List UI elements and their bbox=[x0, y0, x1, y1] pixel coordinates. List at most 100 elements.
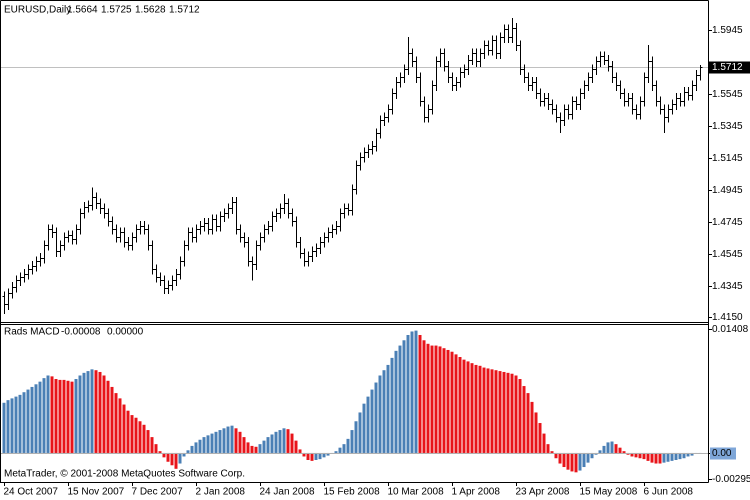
histogram-bar bbox=[426, 343, 430, 453]
x-tick-label: 23 Apr 2008 bbox=[516, 487, 570, 498]
histogram-bar bbox=[18, 394, 22, 453]
y-tick-label: 1.5145 bbox=[712, 153, 743, 164]
histogram-bar bbox=[270, 434, 274, 453]
histogram-bar bbox=[366, 396, 370, 453]
histogram-bar bbox=[62, 379, 66, 453]
histogram-bar bbox=[310, 452, 314, 461]
histogram-bar bbox=[186, 450, 190, 453]
histogram-bar bbox=[278, 430, 282, 453]
histogram-bar bbox=[166, 452, 170, 462]
y-tick-label: 1.5545 bbox=[712, 89, 743, 100]
histogram-bar bbox=[634, 452, 638, 458]
y-tick-label: 1.4545 bbox=[712, 249, 743, 260]
histogram-bar bbox=[338, 447, 342, 453]
histogram-bar bbox=[662, 452, 666, 463]
macd-readout: -0.00008 bbox=[61, 327, 101, 338]
histogram-bar bbox=[150, 437, 154, 453]
histogram-bar bbox=[26, 389, 30, 453]
histogram-bar bbox=[390, 357, 394, 453]
histogram-bar bbox=[58, 379, 62, 453]
histogram-bar bbox=[374, 382, 378, 453]
histogram-bar bbox=[522, 386, 526, 453]
histogram-bar bbox=[650, 452, 654, 463]
histogram-bar bbox=[134, 417, 138, 453]
histogram-bar bbox=[282, 428, 286, 453]
x-tick-label: 10 Mar 2008 bbox=[388, 487, 445, 498]
histogram-bar bbox=[566, 452, 570, 470]
histogram-bar bbox=[630, 452, 634, 457]
histogram-bar bbox=[438, 346, 442, 453]
histogram-bar bbox=[610, 441, 614, 453]
histogram-bar bbox=[562, 452, 566, 468]
histogram-bar bbox=[234, 428, 238, 453]
histogram-bar bbox=[534, 412, 538, 453]
histogram-bar bbox=[10, 398, 14, 453]
histogram-bar bbox=[66, 380, 70, 453]
histogram-bar bbox=[470, 363, 474, 453]
frame bbox=[0, 0, 709, 483]
histogram-bar bbox=[226, 426, 230, 453]
histogram-bar bbox=[518, 379, 522, 453]
histogram-bar bbox=[118, 398, 122, 453]
marks: 24 Oct 2007 15 Nov 2007 7 Dec 2007 2 Jan 20… bbox=[0, 17, 750, 498]
histogram-bar bbox=[130, 415, 134, 453]
histogram-bar bbox=[442, 348, 446, 453]
y-tick-label: 0.01408 bbox=[712, 324, 749, 335]
histogram-bar bbox=[606, 442, 610, 453]
histogram-bar bbox=[94, 370, 98, 453]
histogram-bar bbox=[254, 446, 258, 453]
histogram-bar bbox=[222, 428, 226, 453]
histogram-bar bbox=[422, 340, 426, 453]
histogram-bar bbox=[494, 370, 498, 453]
histogram-bar bbox=[46, 375, 50, 453]
histogram-bar bbox=[162, 452, 166, 458]
indicator-title: Rads MACD bbox=[4, 327, 60, 338]
histogram-bar bbox=[458, 357, 462, 453]
histogram-bar bbox=[430, 345, 434, 453]
histogram-bar bbox=[142, 424, 146, 453]
histogram-bar bbox=[138, 421, 142, 453]
y-tick-label: -0.00295 bbox=[712, 474, 750, 485]
y-tick-label: 1.5345 bbox=[712, 121, 743, 132]
histogram-bar bbox=[206, 435, 210, 453]
histogram-bar bbox=[190, 445, 194, 453]
histogram-bar bbox=[462, 359, 466, 453]
histogram-bar bbox=[670, 452, 674, 461]
x-tick-label: 24 Jan 2008 bbox=[260, 487, 315, 498]
histogram-bar bbox=[306, 452, 310, 460]
histogram-bar bbox=[86, 371, 90, 453]
symbol-title: EURUSD,Daily bbox=[4, 5, 71, 16]
histogram-bar bbox=[406, 335, 410, 453]
histogram-bar bbox=[302, 452, 306, 457]
histogram-bar bbox=[362, 403, 366, 453]
histogram-bar bbox=[290, 433, 294, 453]
histogram-bar bbox=[498, 371, 502, 453]
low-readout: 1.5628 bbox=[135, 5, 166, 16]
histogram-bar bbox=[342, 444, 346, 453]
histogram-bar bbox=[682, 452, 686, 459]
histogram-bar bbox=[6, 400, 10, 453]
histogram-bar bbox=[506, 372, 510, 453]
histogram-bar bbox=[510, 373, 514, 453]
histogram-bar bbox=[370, 389, 374, 453]
histogram-bar bbox=[194, 442, 198, 453]
x-tick-label: 15 Feb 2008 bbox=[324, 487, 381, 498]
histogram-bar bbox=[82, 372, 86, 453]
histogram-bar bbox=[30, 386, 34, 453]
last-price-label: 1.5712 bbox=[712, 62, 743, 73]
x-tick-label: 7 Dec 2007 bbox=[132, 487, 184, 498]
high-readout: 1.5725 bbox=[101, 5, 132, 16]
histogram-bar bbox=[530, 401, 534, 453]
histogram-bar bbox=[602, 445, 606, 453]
histogram-bar bbox=[578, 452, 582, 471]
histogram-bar bbox=[598, 450, 602, 453]
y-tick-label: 1.5945 bbox=[712, 25, 743, 36]
histogram-bar bbox=[242, 437, 246, 453]
histogram-bar bbox=[54, 379, 58, 453]
histogram-bar bbox=[414, 330, 418, 453]
histogram-bar bbox=[2, 402, 6, 453]
histogram-bar bbox=[502, 371, 506, 453]
histogram-bar bbox=[674, 452, 678, 460]
histogram-bar bbox=[314, 452, 318, 460]
